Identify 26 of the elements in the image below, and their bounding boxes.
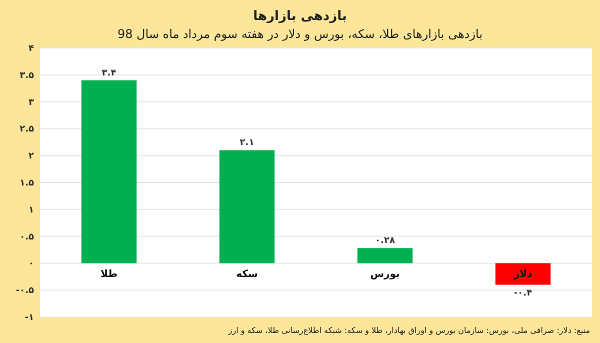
bar	[81, 80, 137, 264]
y-tick-label: -۱	[24, 313, 34, 323]
y-tick-label: ۳.۵	[20, 70, 35, 81]
data-label: ۳.۴	[102, 68, 117, 78]
text: منبع: دلار: صرافی ملی، بورس: سازمان بورس و اوراق بهادار، طلا و سکه: شبکه اطلاع‌رسانی طلا، سکه و ارز	[227, 326, 590, 335]
bar	[357, 248, 413, 264]
bar	[495, 263, 551, 285]
chart-title: بازدهی بازارها	[253, 9, 347, 24]
x-tick-label: بورس	[370, 269, 400, 280]
y-tick-label: -۰.۵	[16, 286, 35, 296]
chart-subtitle: بازدهی بازارهای طلا، سکه، بورس و دلار در هفته سوم مرداد ماه سال 98	[117, 27, 483, 41]
y-tick-label: ۲	[28, 152, 34, 162]
y-tick-label: ۲.۵	[20, 124, 35, 135]
data-label: ۲.۱	[240, 138, 254, 148]
y-tick-label: ۳	[28, 98, 34, 108]
data-label: ۰.۲۸	[375, 236, 396, 246]
data-label: -۰.۴	[514, 288, 533, 299]
x-tick-label: طلا	[100, 269, 118, 280]
x-tick-label: سکه	[236, 269, 258, 280]
y-tick-label: ۴	[28, 44, 34, 54]
x-tick-label: دلار	[512, 269, 532, 280]
y-tick-label: ۱.۵	[20, 178, 35, 188]
bar	[219, 150, 275, 264]
y-tick-label: ۰.۵	[20, 232, 35, 242]
y-tick-label: ۱	[28, 205, 34, 216]
y-tick-label: ۰	[28, 259, 34, 270]
